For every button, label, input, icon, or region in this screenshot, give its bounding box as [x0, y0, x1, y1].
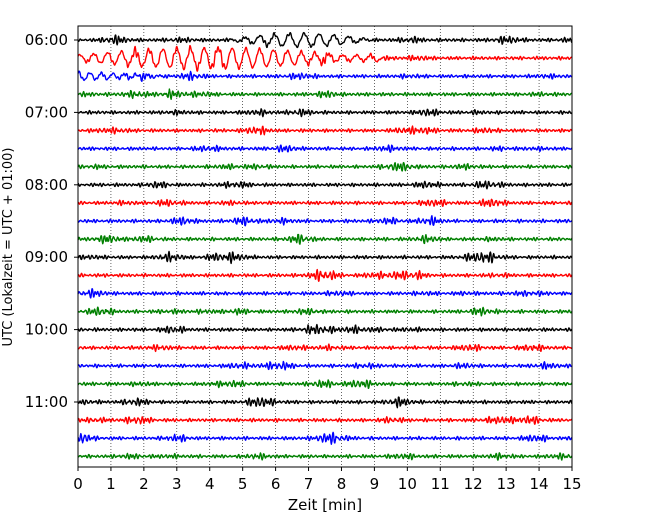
trace-0815 [77, 198, 573, 208]
trace-1115 [77, 415, 573, 425]
trace-1130 [77, 431, 573, 445]
y-tick-label-5: 11:00 [25, 393, 68, 411]
traces [77, 31, 573, 461]
x-tick-label-0: 0 [73, 475, 83, 493]
trace-1145 [77, 452, 573, 461]
trace-0700 [77, 108, 573, 118]
x-tick-label-10: 10 [398, 475, 417, 493]
y-axis: 06:00 07:00 08:00 09:00 10:00 11:00 [25, 31, 78, 411]
trace-0930 [77, 288, 573, 299]
x-tick-label-7: 7 [304, 475, 314, 493]
trace-0730 [77, 144, 573, 153]
trace-0800 [77, 180, 573, 190]
y-axis-label: UTC (Lokalzeit = UTC + 01:00) [1, 148, 16, 347]
trace-0845 [77, 233, 573, 245]
x-tick-label-13: 13 [497, 475, 516, 493]
trace-0945 [77, 306, 573, 317]
trace-0745 [77, 161, 573, 172]
y-tick-label-3: 09:00 [25, 248, 68, 266]
x-tick-label-2: 2 [139, 475, 149, 493]
y-tick-label-2: 08:00 [25, 176, 68, 194]
x-tick-label-6: 6 [271, 475, 281, 493]
trace-0615 [77, 44, 573, 72]
y-tick-label-4: 10:00 [25, 321, 68, 339]
x-tick-label-12: 12 [464, 475, 483, 493]
trace-0645 [77, 88, 573, 100]
trace-1015 [77, 343, 573, 353]
y-tick-label-1: 07:00 [25, 103, 68, 121]
trace-1000 [77, 323, 573, 335]
trace-1030 [77, 360, 573, 371]
x-tick-label-14: 14 [530, 475, 549, 493]
x-tick-label-3: 3 [172, 475, 182, 493]
trace-0715 [77, 125, 573, 136]
x-tick-label-8: 8 [337, 475, 347, 493]
x-tick-label-4: 4 [205, 475, 215, 493]
x-tick-label-15: 15 [562, 475, 581, 493]
trace-1100 [77, 396, 573, 409]
trace-0900 [77, 250, 573, 265]
y-tick-label-0: 06:00 [25, 31, 68, 49]
x-axis: 0 1 2 3 4 5 6 7 8 9 10 11 12 13 14 15 [73, 467, 582, 493]
plot-frame [77, 25, 573, 468]
x-axis-label: Zeit [min] [288, 496, 362, 514]
trace-0915 [77, 268, 573, 282]
trace-0600 [77, 31, 573, 49]
x-tick-label-9: 9 [370, 475, 380, 493]
x-tick-label-1: 1 [106, 475, 116, 493]
x-tick-label-11: 11 [431, 475, 450, 493]
x-tick-label-5: 5 [238, 475, 248, 493]
trace-0630 [77, 70, 573, 82]
trace-1045 [77, 379, 573, 390]
trace-0830 [77, 215, 573, 227]
